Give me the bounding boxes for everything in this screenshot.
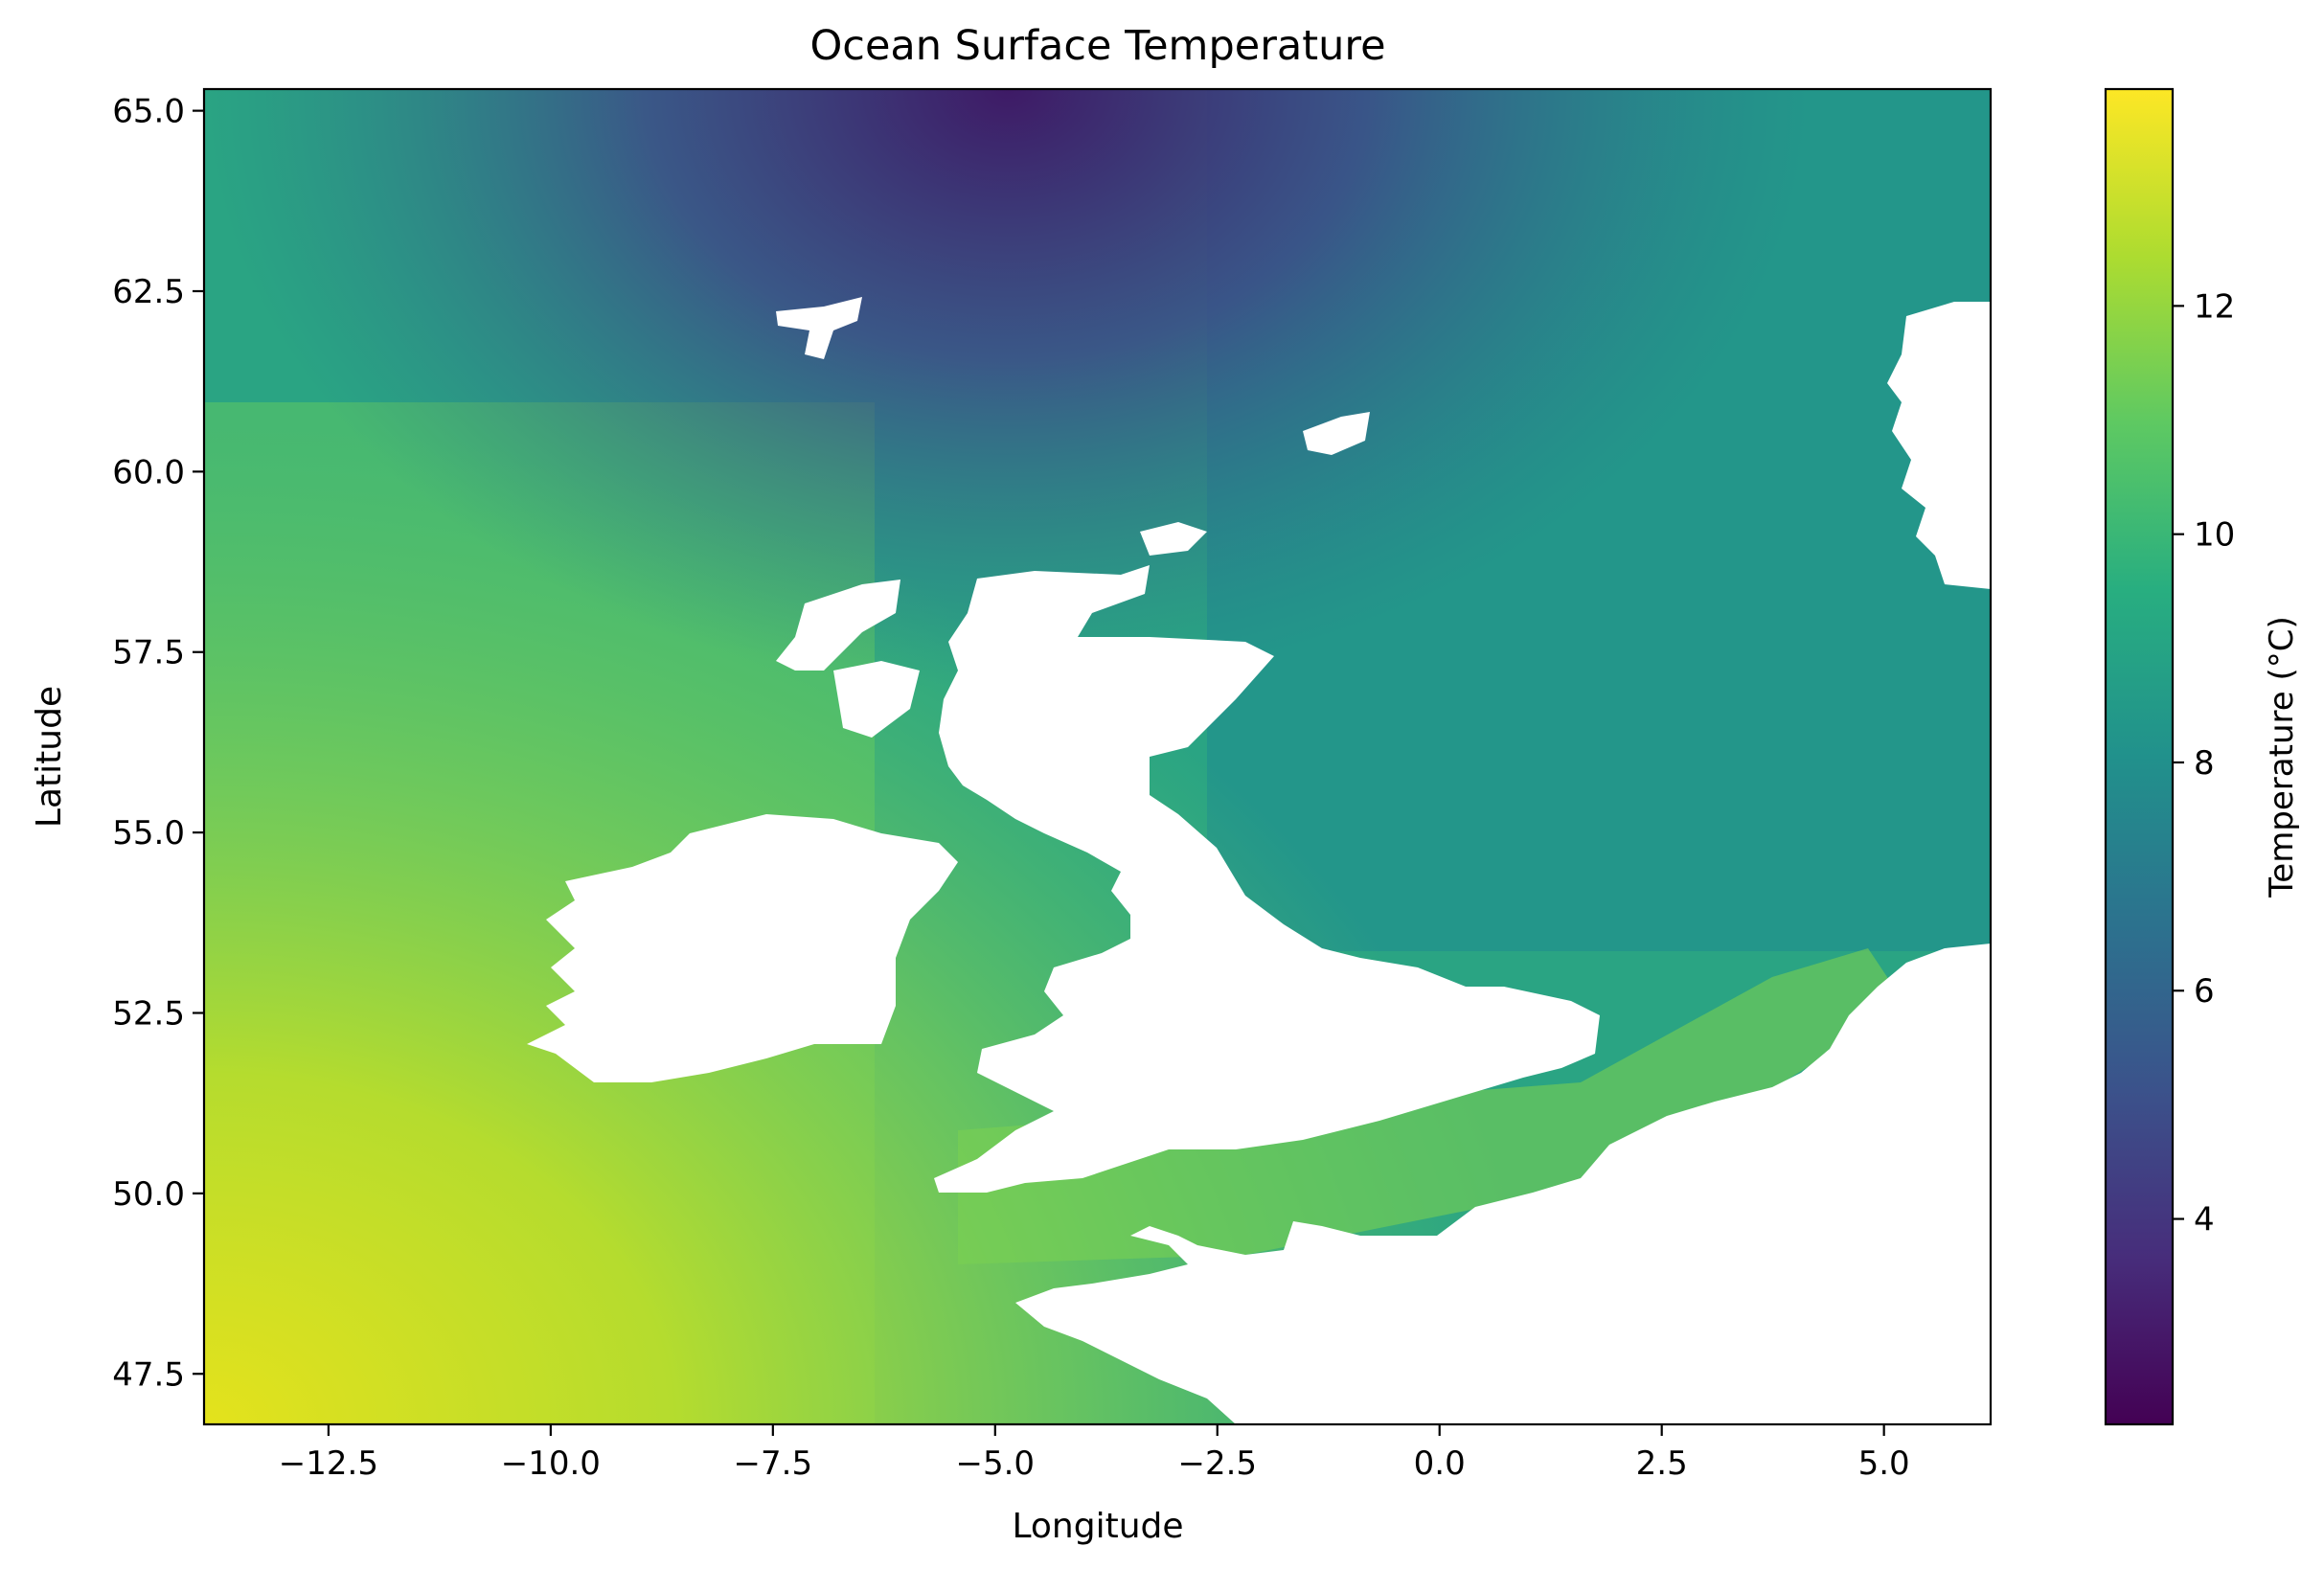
colorbar-tick-label: 10 <box>2194 516 2235 555</box>
shetland-land <box>1303 412 1370 455</box>
y-tick-label: 57.5 <box>112 634 185 672</box>
hebrides-land <box>776 580 900 671</box>
great-britain-land <box>934 565 1600 1193</box>
colorbar-tick-label: 4 <box>2194 1201 2215 1239</box>
x-tick-label: −10.0 <box>501 1444 601 1483</box>
english-channel-warm-band <box>958 948 1906 1264</box>
y-axis: 47.5 50.0 52.5 55.0 57.5 60.0 62.5 65.0 <box>112 93 204 1394</box>
y-tick-label: 47.5 <box>112 1355 185 1394</box>
colorbar-ticks: 4 6 8 10 12 <box>2173 287 2235 1239</box>
y-tick-label: 50.0 <box>112 1175 185 1214</box>
x-tick-label: −5.0 <box>956 1444 1036 1483</box>
orkney-land <box>1140 522 1207 556</box>
colorbar-frame <box>2104 87 2175 1426</box>
y-tick-label: 52.5 <box>112 994 185 1033</box>
y-tick-label: 65.0 <box>112 93 185 131</box>
ireland-land <box>527 814 958 1082</box>
x-tick-label: −2.5 <box>1177 1444 1257 1483</box>
x-axis-label: Longitude <box>1012 1507 1183 1546</box>
y-axis-label: Latitude <box>30 686 69 828</box>
x-axis: −12.5 −10.0 −7.5 −5.0 −2.5 0.0 2.5 5.0 <box>279 1424 1910 1483</box>
continental-europe-land <box>1015 944 1991 1424</box>
x-tick-label: −12.5 <box>279 1444 378 1483</box>
inner-hebrides-land <box>833 661 920 738</box>
colorbar-tick-label: 12 <box>2194 287 2235 326</box>
land-mask <box>527 297 1991 1424</box>
x-tick-label: 5.0 <box>1858 1444 1910 1483</box>
chart-title: Ocean Surface Temperature <box>809 22 1385 70</box>
colorbar-tick-label: 8 <box>2194 744 2215 783</box>
colorbar-label: Temperature (°C) <box>2263 616 2301 898</box>
y-tick-label: 60.0 <box>112 453 185 491</box>
colorbar: 4 6 8 10 12 Temperature (°C) <box>2104 87 2301 1426</box>
y-tick-label: 62.5 <box>112 273 185 311</box>
x-tick-label: −7.5 <box>734 1444 813 1483</box>
faroe-land <box>776 297 862 359</box>
colorbar-gradient <box>2106 89 2173 1424</box>
x-tick-label: 2.5 <box>1636 1444 1688 1483</box>
plot-frame <box>202 87 1993 1426</box>
heatmap-plot-area <box>204 89 1991 1424</box>
y-tick-label: 55.0 <box>112 814 185 853</box>
colorbar-tick-label: 6 <box>2194 972 2215 1011</box>
norway-land <box>1887 302 1991 589</box>
x-tick-label: 0.0 <box>1414 1444 1466 1483</box>
